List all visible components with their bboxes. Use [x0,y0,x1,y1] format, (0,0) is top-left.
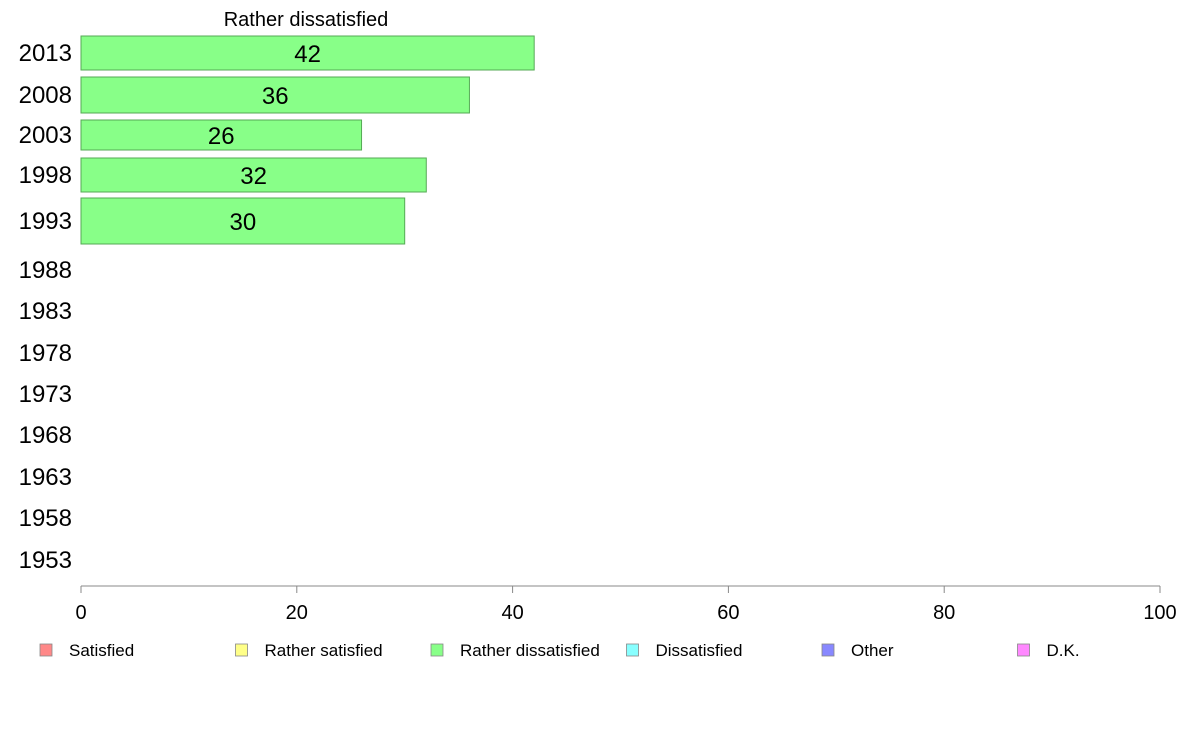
bar-1998 [80,157,427,193]
bar-value-label-2013: 42 [294,41,321,68]
legend-swatch-3 [626,643,639,657]
y-tick-label-1978: 1978 [19,340,72,367]
y-tick-label-1958: 1958 [19,505,72,532]
x-tick-label-100: 100 [1143,602,1176,624]
bar-value-label-2008: 36 [262,83,289,110]
x-axis: 0 20 40 60 80 100 [75,585,1177,624]
legend-swatch-2 [430,643,444,657]
y-tick-label-1953: 1953 [19,547,72,574]
y-tick-label-1983: 1983 [19,298,72,325]
y-axis-labels: 2013 2008 2003 1998 1993 1988 1983 1978 1973 1968… [19,40,72,574]
y-tick-label-1993: 1993 [19,208,72,235]
y-tick-label-1998: 1998 [19,162,72,189]
legend-label-2: Rather dissatisfied [460,641,600,660]
x-tick-label-40: 40 [501,602,523,624]
legend-swatch-0 [39,643,53,657]
y-tick-label-1963: 1963 [19,464,72,491]
y-tick-label-2013: 2013 [19,40,72,67]
bar-2003 [80,119,363,151]
bar-1993 [80,197,406,245]
legend-label-5: D.K. [1047,641,1080,660]
chart-title: Rather dissatisfied [224,9,389,31]
bar-value-label-2003: 26 [208,123,235,150]
x-tick-label-20: 20 [286,602,308,624]
legend-swatch-5 [1017,643,1030,657]
bar-value-label-1998: 32 [240,163,267,190]
y-tick-label-1968: 1968 [19,422,72,449]
bar-2008 [80,76,470,114]
bar-2013 [80,35,535,71]
legend-swatch-4 [821,643,835,657]
legend-label-4: Other [851,641,894,660]
y-tick-label-1988: 1988 [19,257,72,284]
bar-value-label-1993: 30 [229,209,256,236]
legend-label-0: Satisfied [69,641,134,660]
y-tick-label-1973: 1973 [19,381,72,408]
legend-label-3: Dissatisfied [656,641,743,660]
legend-swatch-1 [235,643,248,657]
legend: Satisfied Rather satisfied Rather dissatis… [39,641,1080,660]
x-tick-label-60: 60 [717,602,739,624]
x-tick-label-0: 0 [75,602,86,624]
y-tick-label-2003: 2003 [19,122,72,149]
x-tick-label-80: 80 [933,602,955,624]
legend-label-1: Rather satisfied [265,641,383,660]
y-tick-label-2008: 2008 [19,82,72,109]
